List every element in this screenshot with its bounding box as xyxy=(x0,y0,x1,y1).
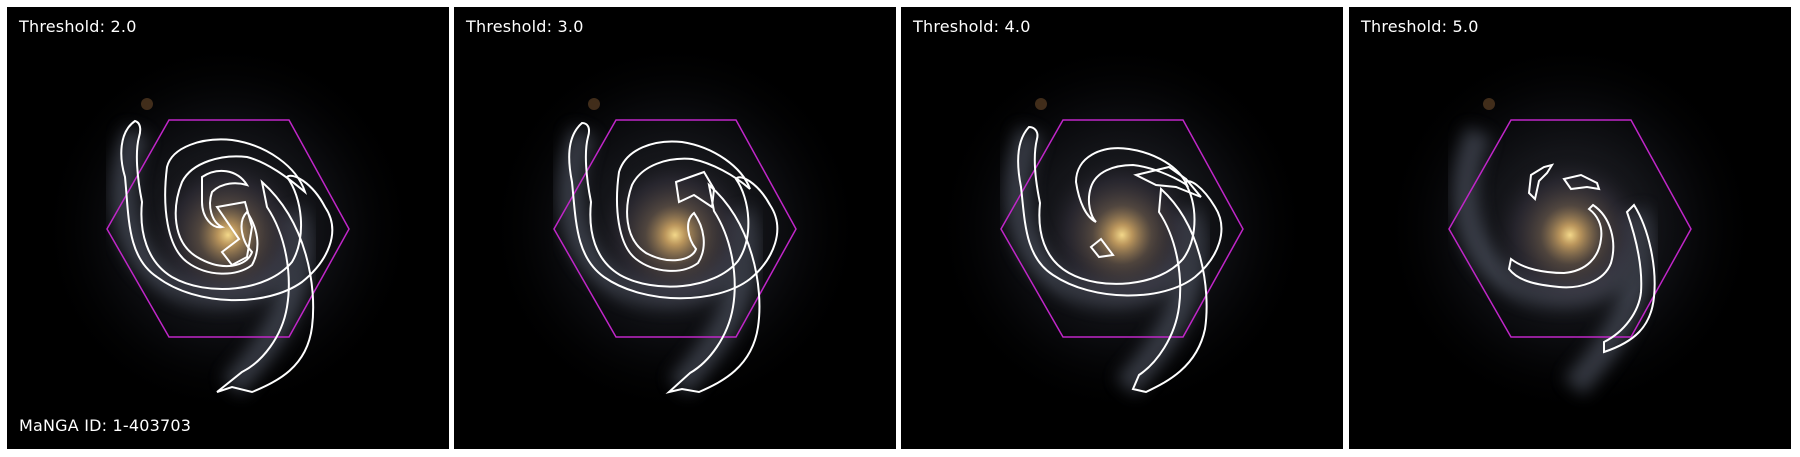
threshold-label: Threshold: 5.0 xyxy=(1361,17,1479,36)
galaxy-image xyxy=(454,7,896,449)
ifu-hexagon xyxy=(553,119,797,338)
galaxy-image xyxy=(901,7,1343,449)
contour-lines xyxy=(1017,125,1223,394)
threshold-label: Threshold: 3.0 xyxy=(466,17,584,36)
galaxy-image xyxy=(7,7,449,449)
manga-id-label: MaNGA ID: 1-403703 xyxy=(19,416,192,435)
threshold-label: Threshold: 2.0 xyxy=(19,17,137,36)
contour-lines xyxy=(1507,163,1656,354)
ifu-hexagon xyxy=(1448,119,1692,338)
contour-lines xyxy=(568,121,779,394)
contour-lines xyxy=(120,119,334,394)
panel-threshold-2: Threshold: 2.0 MaNGA ID: 1-403703 xyxy=(7,7,449,449)
threshold-label: Threshold: 4.0 xyxy=(913,17,1031,36)
galaxy-image xyxy=(1349,7,1791,449)
ifu-hexagon xyxy=(1000,119,1244,338)
panel-threshold-5: Threshold: 5.0 xyxy=(1349,7,1791,449)
ifu-hexagon xyxy=(106,119,350,338)
panel-threshold-3: Threshold: 3.0 xyxy=(454,7,896,449)
panel-threshold-4: Threshold: 4.0 xyxy=(901,7,1343,449)
